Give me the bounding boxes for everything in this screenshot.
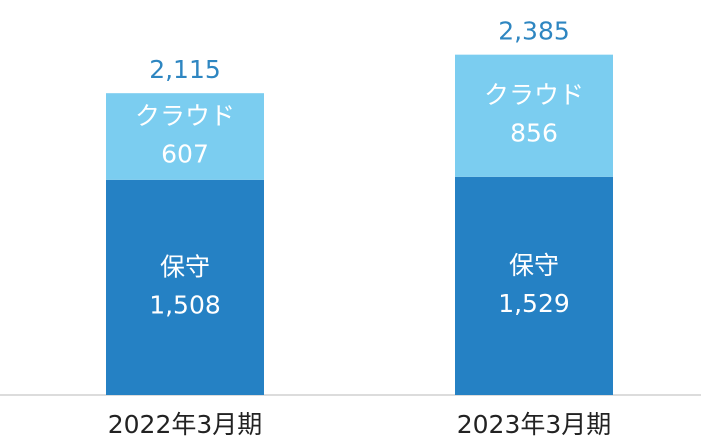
- total-label: 2,115: [149, 55, 221, 84]
- bar-segment: [455, 54, 613, 177]
- bar-segment: [455, 176, 613, 395]
- segment-value: 856: [510, 119, 558, 148]
- bar-segment: [106, 93, 264, 180]
- bar-segment: [106, 179, 264, 395]
- x-tick-label: 2022年3月期: [108, 410, 263, 439]
- segment-value: 1,529: [498, 289, 570, 318]
- segment-name: 保守: [509, 251, 559, 280]
- segment-name: クラウド: [135, 101, 235, 130]
- segment-name: クラウド: [484, 81, 584, 110]
- segment-name: 保守: [160, 252, 210, 281]
- segment-value: 1,508: [149, 290, 221, 319]
- segment-value: 607: [161, 139, 209, 168]
- x-tick-label: 2023年3月期: [457, 410, 612, 439]
- total-label: 2,385: [498, 17, 570, 46]
